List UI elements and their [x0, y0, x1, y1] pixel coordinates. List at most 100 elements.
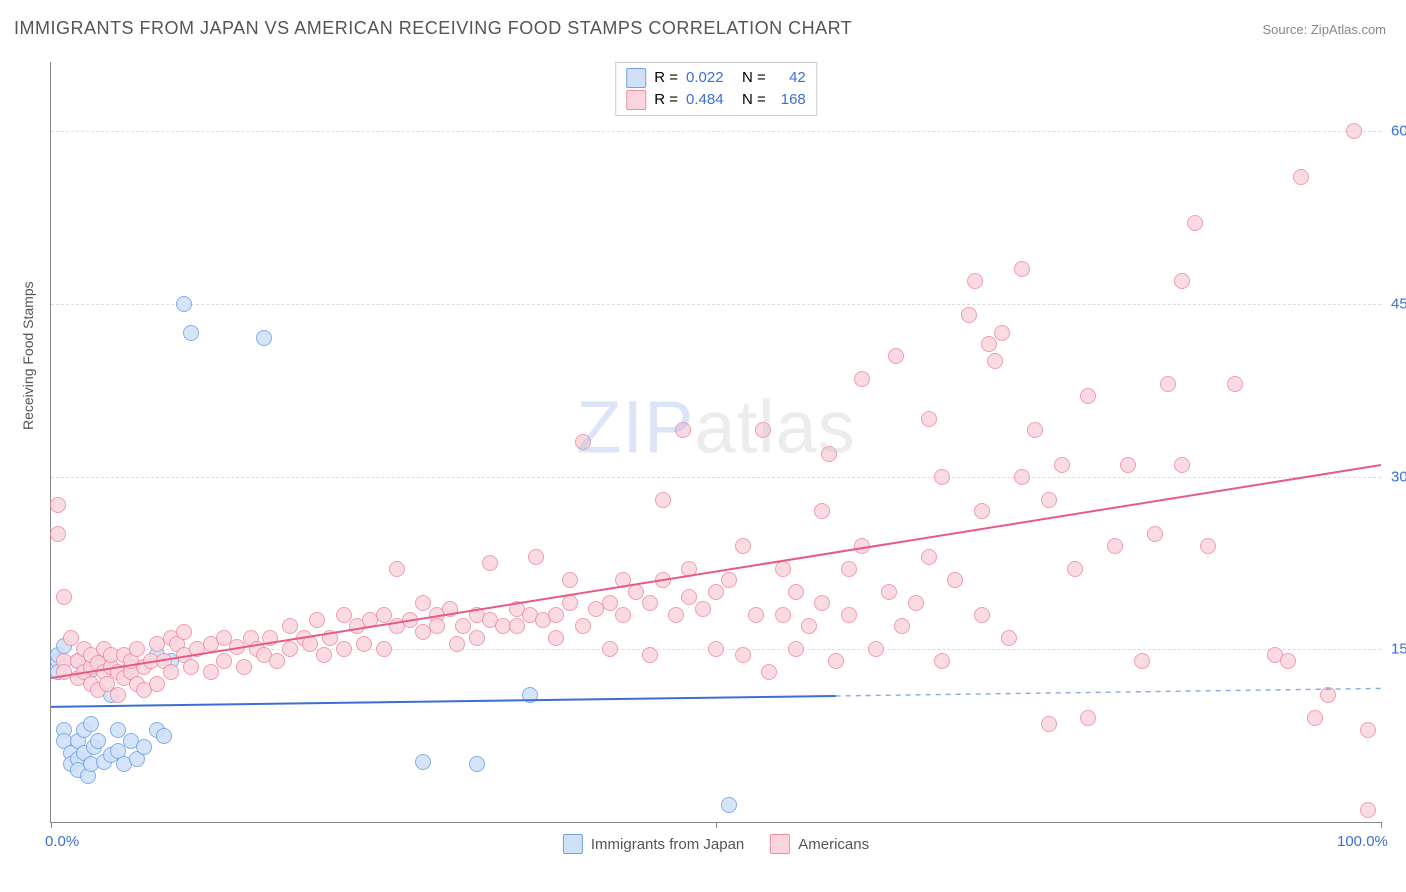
scatter-point	[562, 595, 578, 611]
scatter-point	[1041, 492, 1057, 508]
scatter-point	[721, 572, 737, 588]
scatter-point	[455, 618, 471, 634]
legend-label-americans: Americans	[798, 836, 869, 853]
scatter-point	[176, 296, 192, 312]
scatter-point	[449, 636, 465, 652]
scatter-point	[149, 676, 165, 692]
scatter-point	[256, 330, 272, 346]
watermark: ZIPatlas	[576, 384, 855, 469]
scatter-point	[402, 612, 418, 628]
scatter-point	[1200, 538, 1216, 554]
gridline	[51, 131, 1381, 132]
scatter-point	[1280, 653, 1296, 669]
scatter-point	[356, 636, 372, 652]
scatter-point	[1107, 538, 1123, 554]
scatter-point	[216, 653, 232, 669]
scatter-point	[974, 607, 990, 623]
scatter-point	[981, 336, 997, 352]
scatter-point	[967, 273, 983, 289]
x-tick	[716, 822, 717, 828]
scatter-point	[854, 371, 870, 387]
scatter-point	[934, 469, 950, 485]
x-tick	[1381, 822, 1382, 828]
scatter-point	[615, 572, 631, 588]
scatter-point	[176, 624, 192, 640]
scatter-point	[163, 664, 179, 680]
scatter-point	[1080, 710, 1096, 726]
scatter-point	[376, 607, 392, 623]
correlation-legend: R = 0.022 N = 42 R = 0.484 N = 168	[615, 62, 817, 116]
scatter-point	[681, 589, 697, 605]
scatter-point	[548, 607, 564, 623]
scatter-point	[602, 641, 618, 657]
scatter-point	[302, 636, 318, 652]
legend-r-label: R =	[654, 67, 678, 89]
legend-item-japan: Immigrants from Japan	[563, 834, 744, 854]
trend-lines	[51, 62, 1381, 822]
scatter-point	[1360, 722, 1376, 738]
scatter-point	[203, 664, 219, 680]
chart-plot-area: ZIPatlas R = 0.022 N = 42 R = 0.484 N = …	[50, 62, 1381, 823]
scatter-point	[236, 659, 252, 675]
legend-row: R = 0.484 N = 168	[626, 89, 806, 111]
y-tick-label: 60.0%	[1383, 123, 1406, 140]
scatter-point	[908, 595, 924, 611]
scatter-point	[934, 653, 950, 669]
scatter-point	[376, 641, 392, 657]
scatter-point	[1346, 123, 1362, 139]
scatter-point	[56, 589, 72, 605]
scatter-point	[921, 549, 937, 565]
legend-n-value-americans: 168	[774, 89, 806, 111]
scatter-point	[1041, 716, 1057, 732]
scatter-point	[548, 630, 564, 646]
gridline	[51, 304, 1381, 305]
scatter-point	[50, 497, 66, 513]
gridline	[51, 477, 1381, 478]
scatter-point	[615, 607, 631, 623]
scatter-point	[708, 584, 724, 600]
scatter-point	[1067, 561, 1083, 577]
scatter-point	[1120, 457, 1136, 473]
scatter-point	[522, 687, 538, 703]
source-label: Source: ZipAtlas.com	[1262, 22, 1386, 37]
x-tick	[51, 822, 52, 828]
scatter-point	[655, 492, 671, 508]
scatter-point	[1320, 687, 1336, 703]
scatter-point	[801, 618, 817, 634]
scatter-point	[322, 630, 338, 646]
scatter-point	[987, 353, 1003, 369]
scatter-point	[628, 584, 644, 600]
scatter-point	[528, 549, 544, 565]
scatter-point	[575, 618, 591, 634]
scatter-point	[994, 325, 1010, 341]
scatter-point	[1080, 388, 1096, 404]
scatter-point	[309, 612, 325, 628]
scatter-point	[575, 434, 591, 450]
scatter-point	[1360, 802, 1376, 818]
x-tick-label: 100.0%	[1337, 833, 1388, 850]
scatter-point	[1001, 630, 1017, 646]
y-tick-label: 45.0%	[1383, 295, 1406, 312]
scatter-point	[947, 572, 963, 588]
scatter-point	[841, 561, 857, 577]
scatter-point	[129, 641, 145, 657]
scatter-point	[708, 641, 724, 657]
scatter-point	[814, 503, 830, 519]
scatter-point	[442, 601, 458, 617]
scatter-point	[183, 325, 199, 341]
scatter-point	[888, 348, 904, 364]
scatter-point	[136, 739, 152, 755]
scatter-point	[642, 595, 658, 611]
scatter-point	[469, 630, 485, 646]
scatter-point	[894, 618, 910, 634]
scatter-point	[183, 659, 199, 675]
scatter-point	[1054, 457, 1070, 473]
scatter-point	[1307, 710, 1323, 726]
scatter-point	[1147, 526, 1163, 542]
scatter-point	[675, 422, 691, 438]
legend-swatch-americans	[770, 834, 790, 854]
scatter-point	[415, 595, 431, 611]
scatter-point	[748, 607, 764, 623]
scatter-point	[1027, 422, 1043, 438]
legend-n-label: N =	[742, 89, 766, 111]
